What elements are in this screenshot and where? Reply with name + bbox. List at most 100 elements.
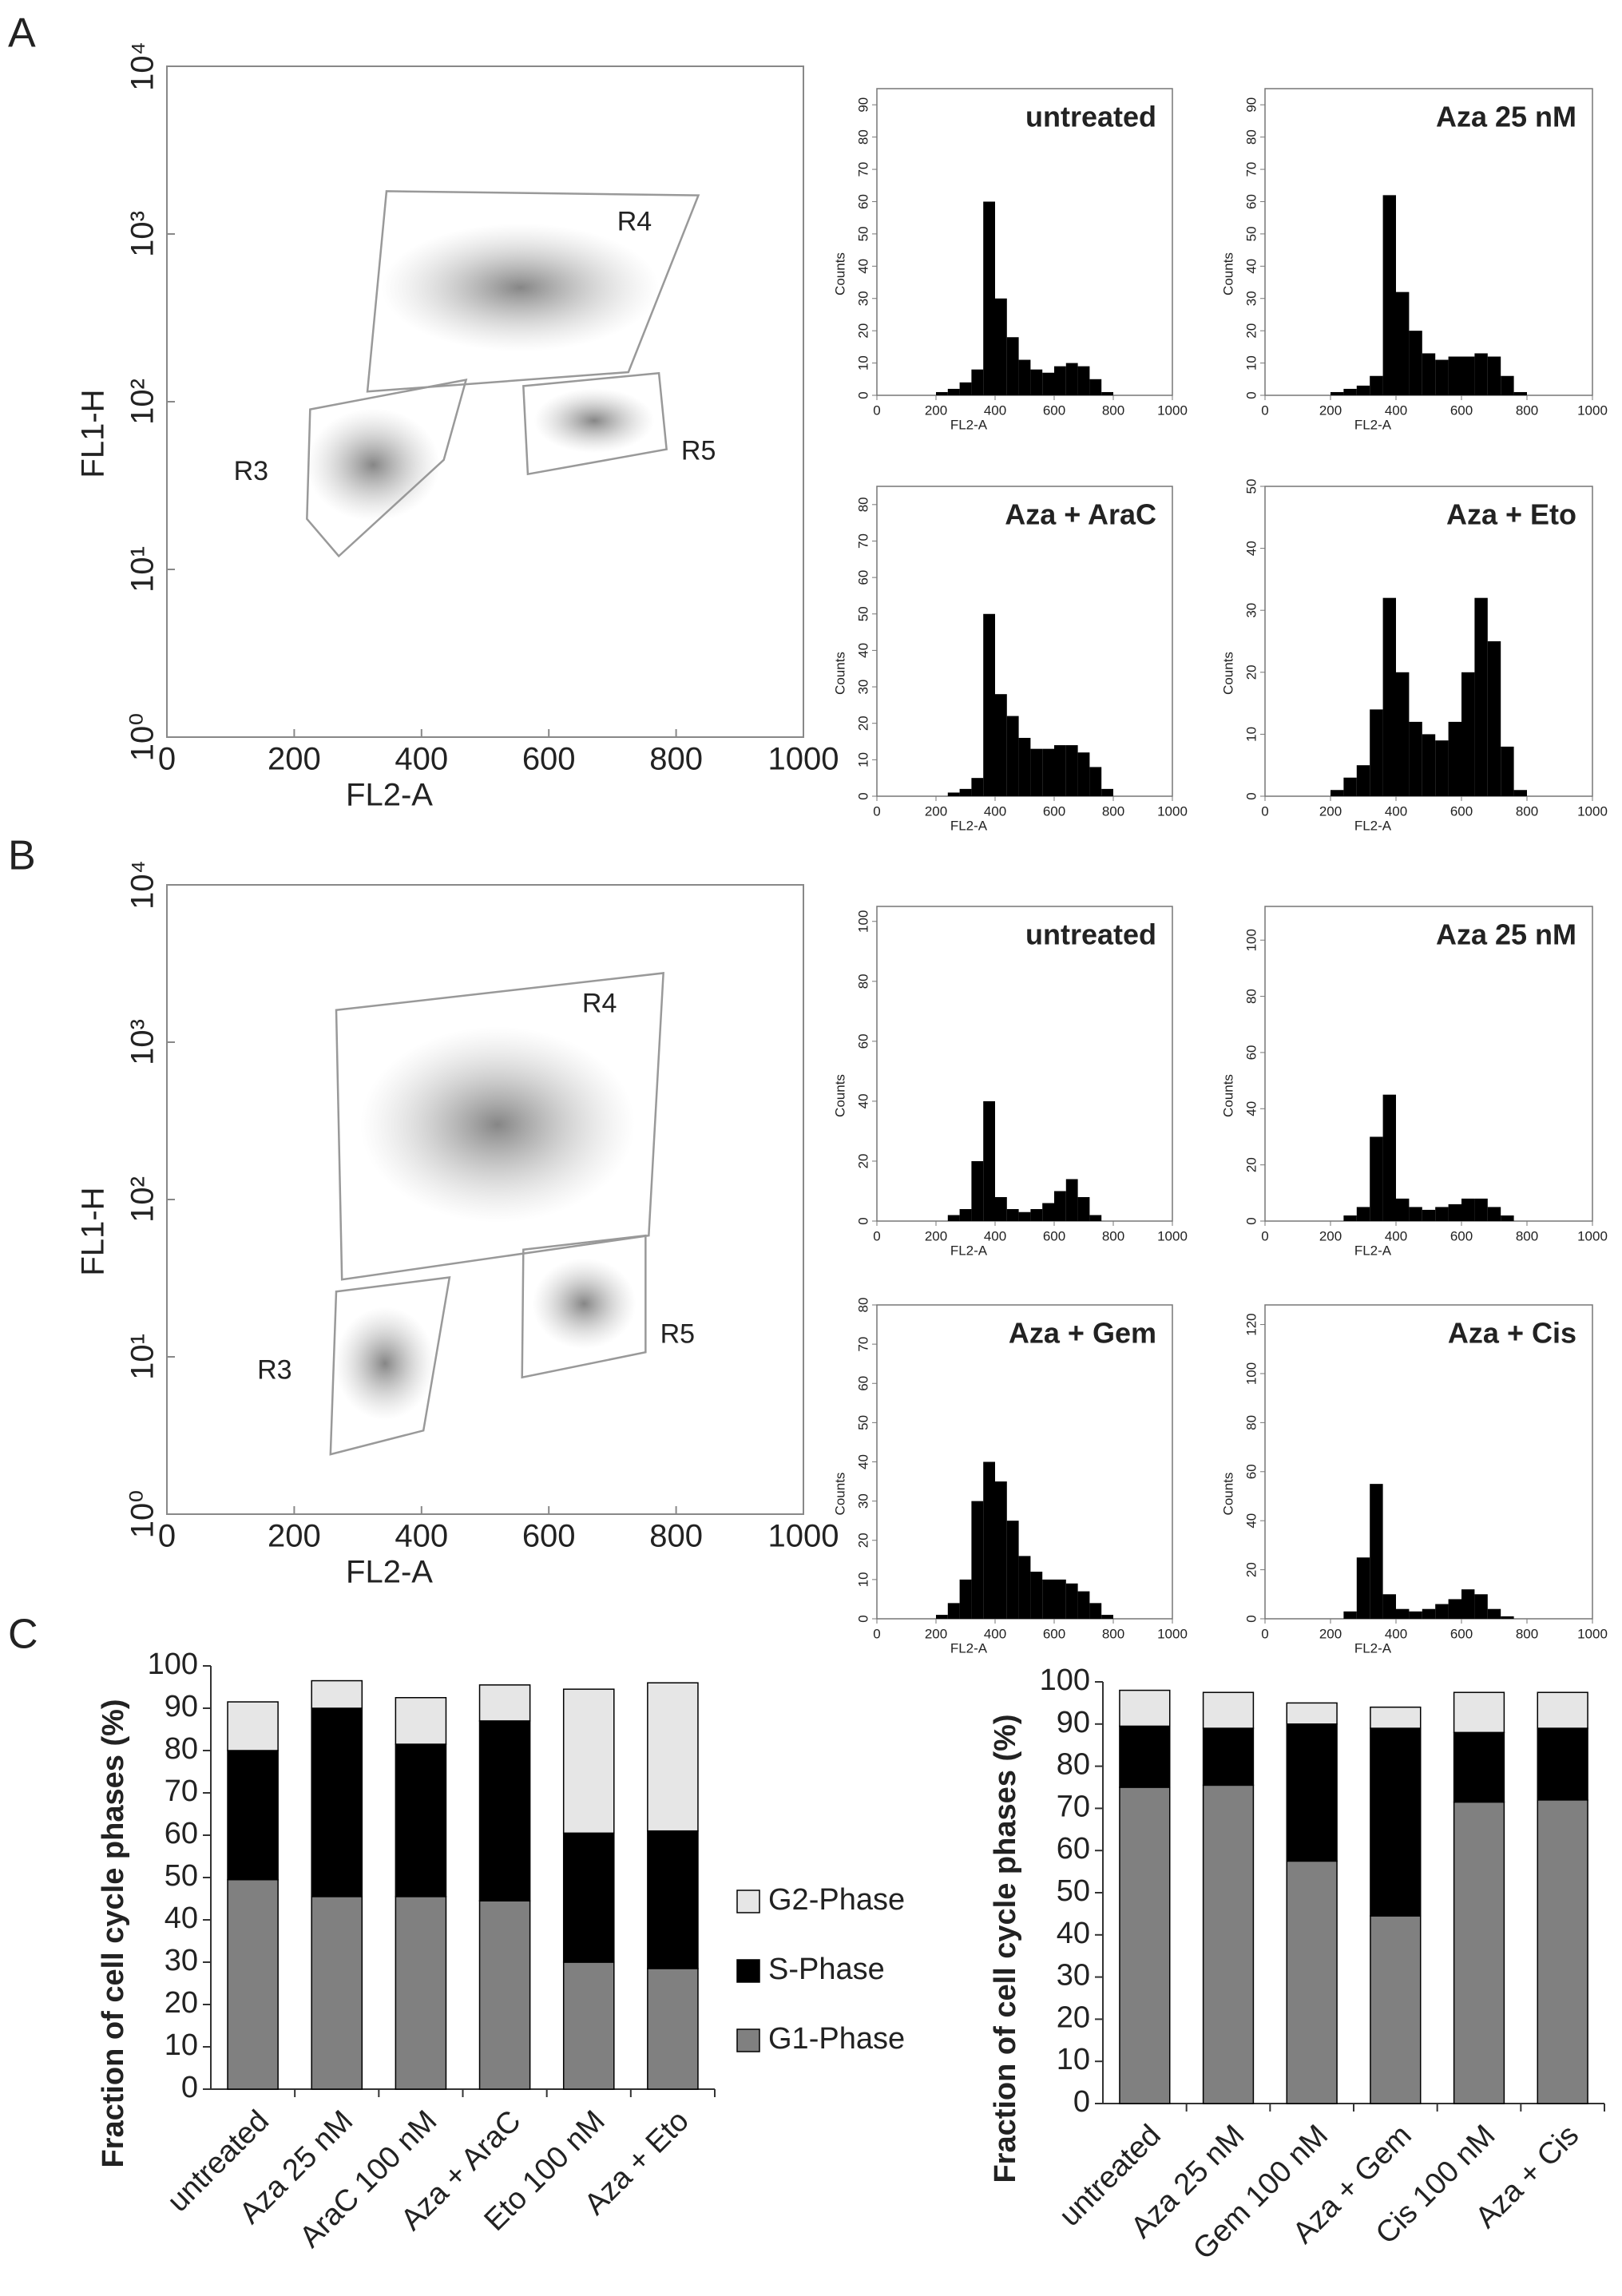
histogram-bar bbox=[1474, 597, 1488, 796]
histogram-bar bbox=[1461, 1198, 1475, 1221]
x-tick-label: 0 bbox=[1261, 1626, 1268, 1641]
gate bbox=[366, 190, 700, 393]
gate bbox=[522, 371, 668, 476]
gate-label: R4 bbox=[582, 988, 617, 1018]
x-tick-label: 200 bbox=[1319, 1626, 1342, 1641]
y-tick-label: 30 bbox=[165, 1944, 198, 1977]
histogram-bar bbox=[1042, 748, 1054, 796]
gate bbox=[335, 972, 664, 1281]
y-tick-label: 60 bbox=[855, 194, 870, 209]
histogram-bar bbox=[1501, 1616, 1514, 1619]
histogram-bar bbox=[1513, 790, 1527, 796]
histogram-bar bbox=[1396, 1608, 1410, 1619]
x-tick-label: 600 bbox=[1450, 1228, 1473, 1243]
y-axis-label: Fraction of cell cycle phases (%) bbox=[97, 1699, 130, 2167]
histogram-bar bbox=[1065, 363, 1078, 395]
histogram-bar bbox=[1331, 391, 1344, 395]
x-tick-label: 800 bbox=[1516, 402, 1538, 418]
histogram-bar bbox=[1501, 1215, 1514, 1221]
histogram-bar bbox=[1409, 331, 1422, 395]
histogram-title: Aza + AraC bbox=[1005, 498, 1156, 531]
x-tick-label: 1000 bbox=[1157, 402, 1188, 418]
histogram-bar bbox=[1054, 745, 1066, 796]
histogram-bar bbox=[1331, 790, 1344, 796]
histogram-bar bbox=[1501, 746, 1514, 796]
y-tick-label: 80 bbox=[1057, 1748, 1090, 1782]
y-tick-label: 10³ bbox=[125, 211, 161, 257]
histogram-bar bbox=[936, 391, 948, 395]
plot-frame bbox=[876, 906, 1173, 1222]
x-tick-label: 600 bbox=[522, 742, 576, 777]
y-tick-label: 30 bbox=[1243, 291, 1259, 306]
y-tick-label: 100 bbox=[1243, 929, 1259, 951]
histogram-bar bbox=[1089, 1215, 1102, 1221]
y-tick-label: 70 bbox=[1057, 1790, 1090, 1823]
histogram-title: untreated bbox=[1025, 918, 1156, 951]
histogram-bar bbox=[1356, 1207, 1370, 1221]
y-tick-label: 10 bbox=[855, 1572, 870, 1587]
histogram-bar bbox=[1077, 752, 1090, 796]
histogram-bar bbox=[1343, 388, 1357, 395]
histogram-bar bbox=[971, 778, 984, 796]
x-tick-label: 1000 bbox=[1577, 1228, 1608, 1243]
gate-label: R5 bbox=[660, 1319, 695, 1349]
histogram-bar bbox=[1030, 1208, 1043, 1221]
panel-label: A bbox=[8, 10, 36, 57]
y-tick-label: 30 bbox=[855, 291, 870, 306]
histogram-title: Aza 25 nM bbox=[1436, 918, 1576, 951]
y-tick-label: 10¹ bbox=[125, 546, 161, 593]
density-cloud bbox=[335, 1307, 435, 1421]
histogram-bar bbox=[1513, 391, 1527, 395]
histogram-bar bbox=[947, 388, 960, 395]
bar-segment bbox=[478, 1684, 531, 1722]
bar-segment bbox=[1453, 1731, 1505, 1803]
y-tick-label: 100 bbox=[1243, 1362, 1259, 1385]
x-axis-label: FL2-A bbox=[346, 778, 433, 813]
histogram-bar bbox=[1448, 1599, 1461, 1619]
y-tick-label: 10³ bbox=[125, 1019, 161, 1065]
y-tick-label: 80 bbox=[855, 129, 870, 145]
y-tick-label: 50 bbox=[165, 1859, 198, 1893]
histogram-bar bbox=[1042, 1579, 1054, 1619]
y-tick-label: 10⁰ bbox=[125, 713, 161, 762]
plot-frame bbox=[1264, 88, 1593, 396]
histogram-bar bbox=[1054, 1191, 1066, 1221]
x-tick-label: 400 bbox=[1385, 1228, 1407, 1243]
y-tick-label: 60 bbox=[855, 1033, 870, 1049]
histogram-bar bbox=[1370, 375, 1383, 395]
x-tick-label: 1000 bbox=[768, 1519, 839, 1554]
y-tick-label: 50 bbox=[855, 226, 870, 241]
y-tick-label: 100 bbox=[855, 910, 870, 933]
bar-segment bbox=[1537, 1799, 1588, 2104]
histogram-bar bbox=[1435, 1604, 1449, 1619]
y-tick-label: 90 bbox=[855, 97, 870, 113]
x-tick-label: 0 bbox=[873, 803, 880, 819]
x-tick-label: 600 bbox=[1043, 1228, 1065, 1243]
bar-segment bbox=[311, 1679, 363, 1709]
histogram-bar bbox=[1042, 372, 1054, 395]
bar-segment bbox=[562, 1688, 615, 1834]
y-tick-label: 0 bbox=[1073, 2085, 1090, 2119]
bar-segment bbox=[1453, 1801, 1505, 2104]
y-tick-label: 40 bbox=[1243, 1513, 1259, 1529]
histogram-bar bbox=[1343, 1611, 1357, 1619]
y-tick-label: 30 bbox=[855, 680, 870, 695]
bar-segment bbox=[478, 1720, 531, 1901]
x-axis-label: FL2-A bbox=[950, 417, 988, 432]
plot-frame bbox=[1264, 906, 1593, 1222]
gate bbox=[521, 1234, 647, 1379]
y-tick-label: 20 bbox=[855, 1533, 870, 1548]
histogram-bar bbox=[1474, 1594, 1488, 1619]
gate-label: R3 bbox=[257, 1354, 291, 1385]
gate-label: R5 bbox=[681, 436, 716, 466]
histogram-bar bbox=[1487, 1608, 1501, 1619]
histogram-bar bbox=[1487, 641, 1501, 796]
bar-segment bbox=[1453, 1691, 1505, 1734]
histogram-bar bbox=[1370, 1136, 1383, 1221]
histogram-bar bbox=[947, 792, 960, 796]
y-tick-label: 50 bbox=[1243, 479, 1259, 494]
y-tick-label: 80 bbox=[855, 497, 870, 512]
histogram-bar bbox=[1356, 385, 1370, 395]
y-tick-label: 0 bbox=[1243, 391, 1259, 399]
x-tick-label: 0 bbox=[873, 1228, 880, 1243]
